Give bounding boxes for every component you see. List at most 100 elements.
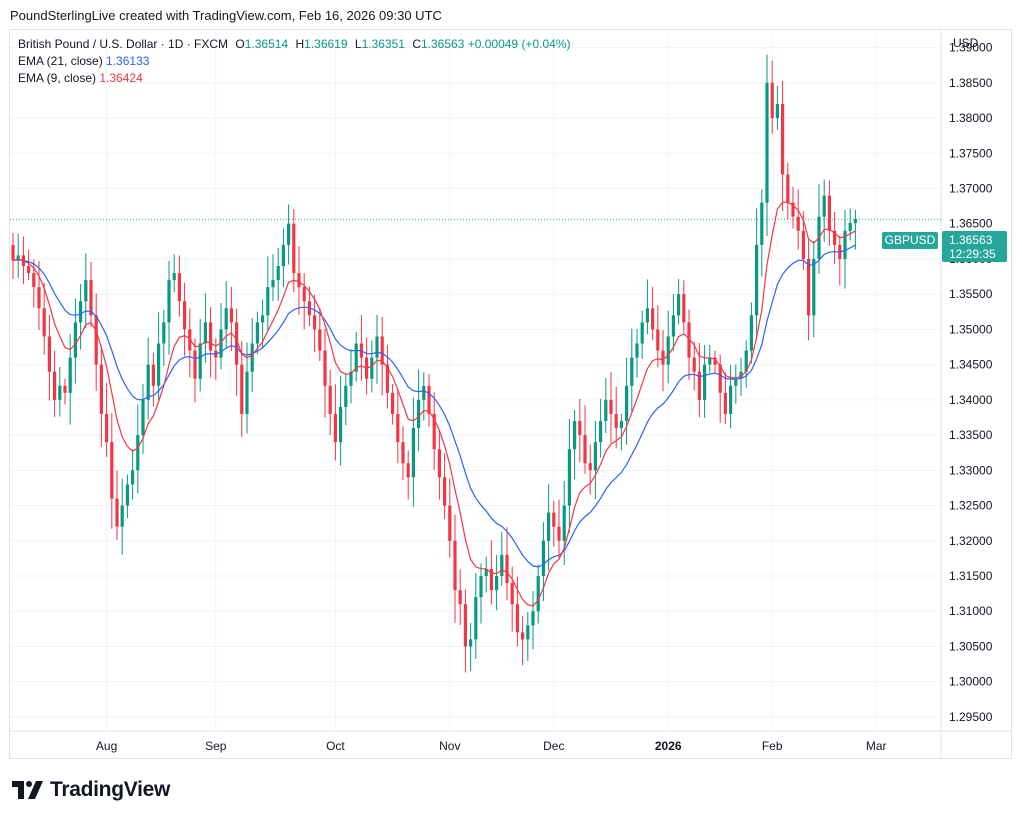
candle-body [801,230,805,259]
candle-body [833,230,837,245]
candle [266,256,270,332]
candle [157,312,161,401]
candle-body [172,273,176,281]
chart-frame [9,29,1012,759]
candle [229,287,233,351]
candle-body [562,505,566,541]
high-value: 1.36619 [304,37,348,51]
candle-body [625,385,629,422]
candle-body [42,308,46,337]
open-value: 1.36514 [244,37,289,51]
ema9-label[interactable]: EMA (9, close) [18,71,97,85]
price-tick-label: 1.33500 [949,428,993,442]
candle [713,350,717,374]
candle [463,589,467,673]
candle [146,337,150,420]
candle [359,314,363,381]
candle-body [333,413,337,443]
candle [276,248,280,301]
candle [578,398,582,463]
candle-body [401,442,405,464]
candle-body [536,576,540,612]
candle [786,162,790,220]
candle [677,278,681,325]
open-label: O [235,37,245,51]
symbol-title[interactable]: British Pound / U.S. Dollar · 1D · FXCM [18,37,229,51]
candle-body [53,371,57,400]
change-value: +0.00049 (+0.04%) [467,37,571,51]
candle-body [791,202,795,217]
ema21-label[interactable]: EMA (21, close) [18,54,103,68]
time-tick-label: Aug [96,739,117,753]
candle [843,209,847,289]
tradingview-logo-icon [12,781,43,799]
candle-body [734,378,738,386]
time-tick-label: Dec [543,739,564,753]
legend-ema9-row: EMA (9, close) 1.36424 [18,70,570,87]
candle [614,386,618,449]
candle-body [781,103,785,175]
candle [188,308,192,378]
candle [177,255,181,317]
candle-body [58,385,62,400]
time-tick-label: Nov [439,739,460,753]
candle [531,591,535,650]
candle [47,314,51,401]
candle [193,338,197,403]
price-tick-label: 1.37000 [949,182,993,196]
candle [661,330,665,392]
candle [131,449,135,500]
currency-label[interactable]: USD [953,36,979,50]
candle [760,189,764,277]
candle [458,569,462,626]
price-tick-label: 1.32500 [949,499,993,513]
candle-body [370,357,374,379]
price-tick-label: 1.30000 [949,675,993,689]
candle [89,261,93,328]
candle-body [552,512,556,527]
candle-body [775,103,779,119]
candle [105,383,109,457]
candle-body [271,280,275,288]
candle-body [250,343,254,372]
candle-body [786,174,790,203]
time-tick-label: Feb [762,739,783,753]
candle-body [16,255,20,261]
candle-body [266,287,270,316]
candle-body [84,280,88,302]
candle [396,388,400,464]
tradingview-logo[interactable]: TradingView [12,777,170,803]
candle-body [557,526,561,541]
candle [656,305,660,368]
candle-body [656,329,660,351]
candle [687,309,691,381]
candle [775,85,779,130]
candle-body [339,406,343,443]
candle-body [489,568,493,591]
candle-body [188,329,192,351]
candle [474,572,478,659]
time-tick-label: Sep [205,739,227,753]
candle-body [47,336,51,372]
candle-body [146,364,150,400]
candle-body [448,505,452,541]
candle-body [427,385,431,414]
candle-body [141,399,145,436]
candle-body [765,82,769,203]
candle [838,235,842,286]
candle-body [105,413,109,443]
candle [781,80,785,212]
candle [500,532,504,586]
candle [515,576,519,647]
candle-body [89,280,93,316]
candle-body [391,392,395,414]
candle-body [469,639,473,647]
candle [328,369,332,436]
price-tick-label: 1.29500 [949,710,993,724]
candle-body [671,315,675,337]
candle [469,623,473,671]
candle-body [229,308,233,323]
legend-ema21-row: EMA (21, close) 1.36133 [18,53,570,70]
candle [84,253,88,329]
